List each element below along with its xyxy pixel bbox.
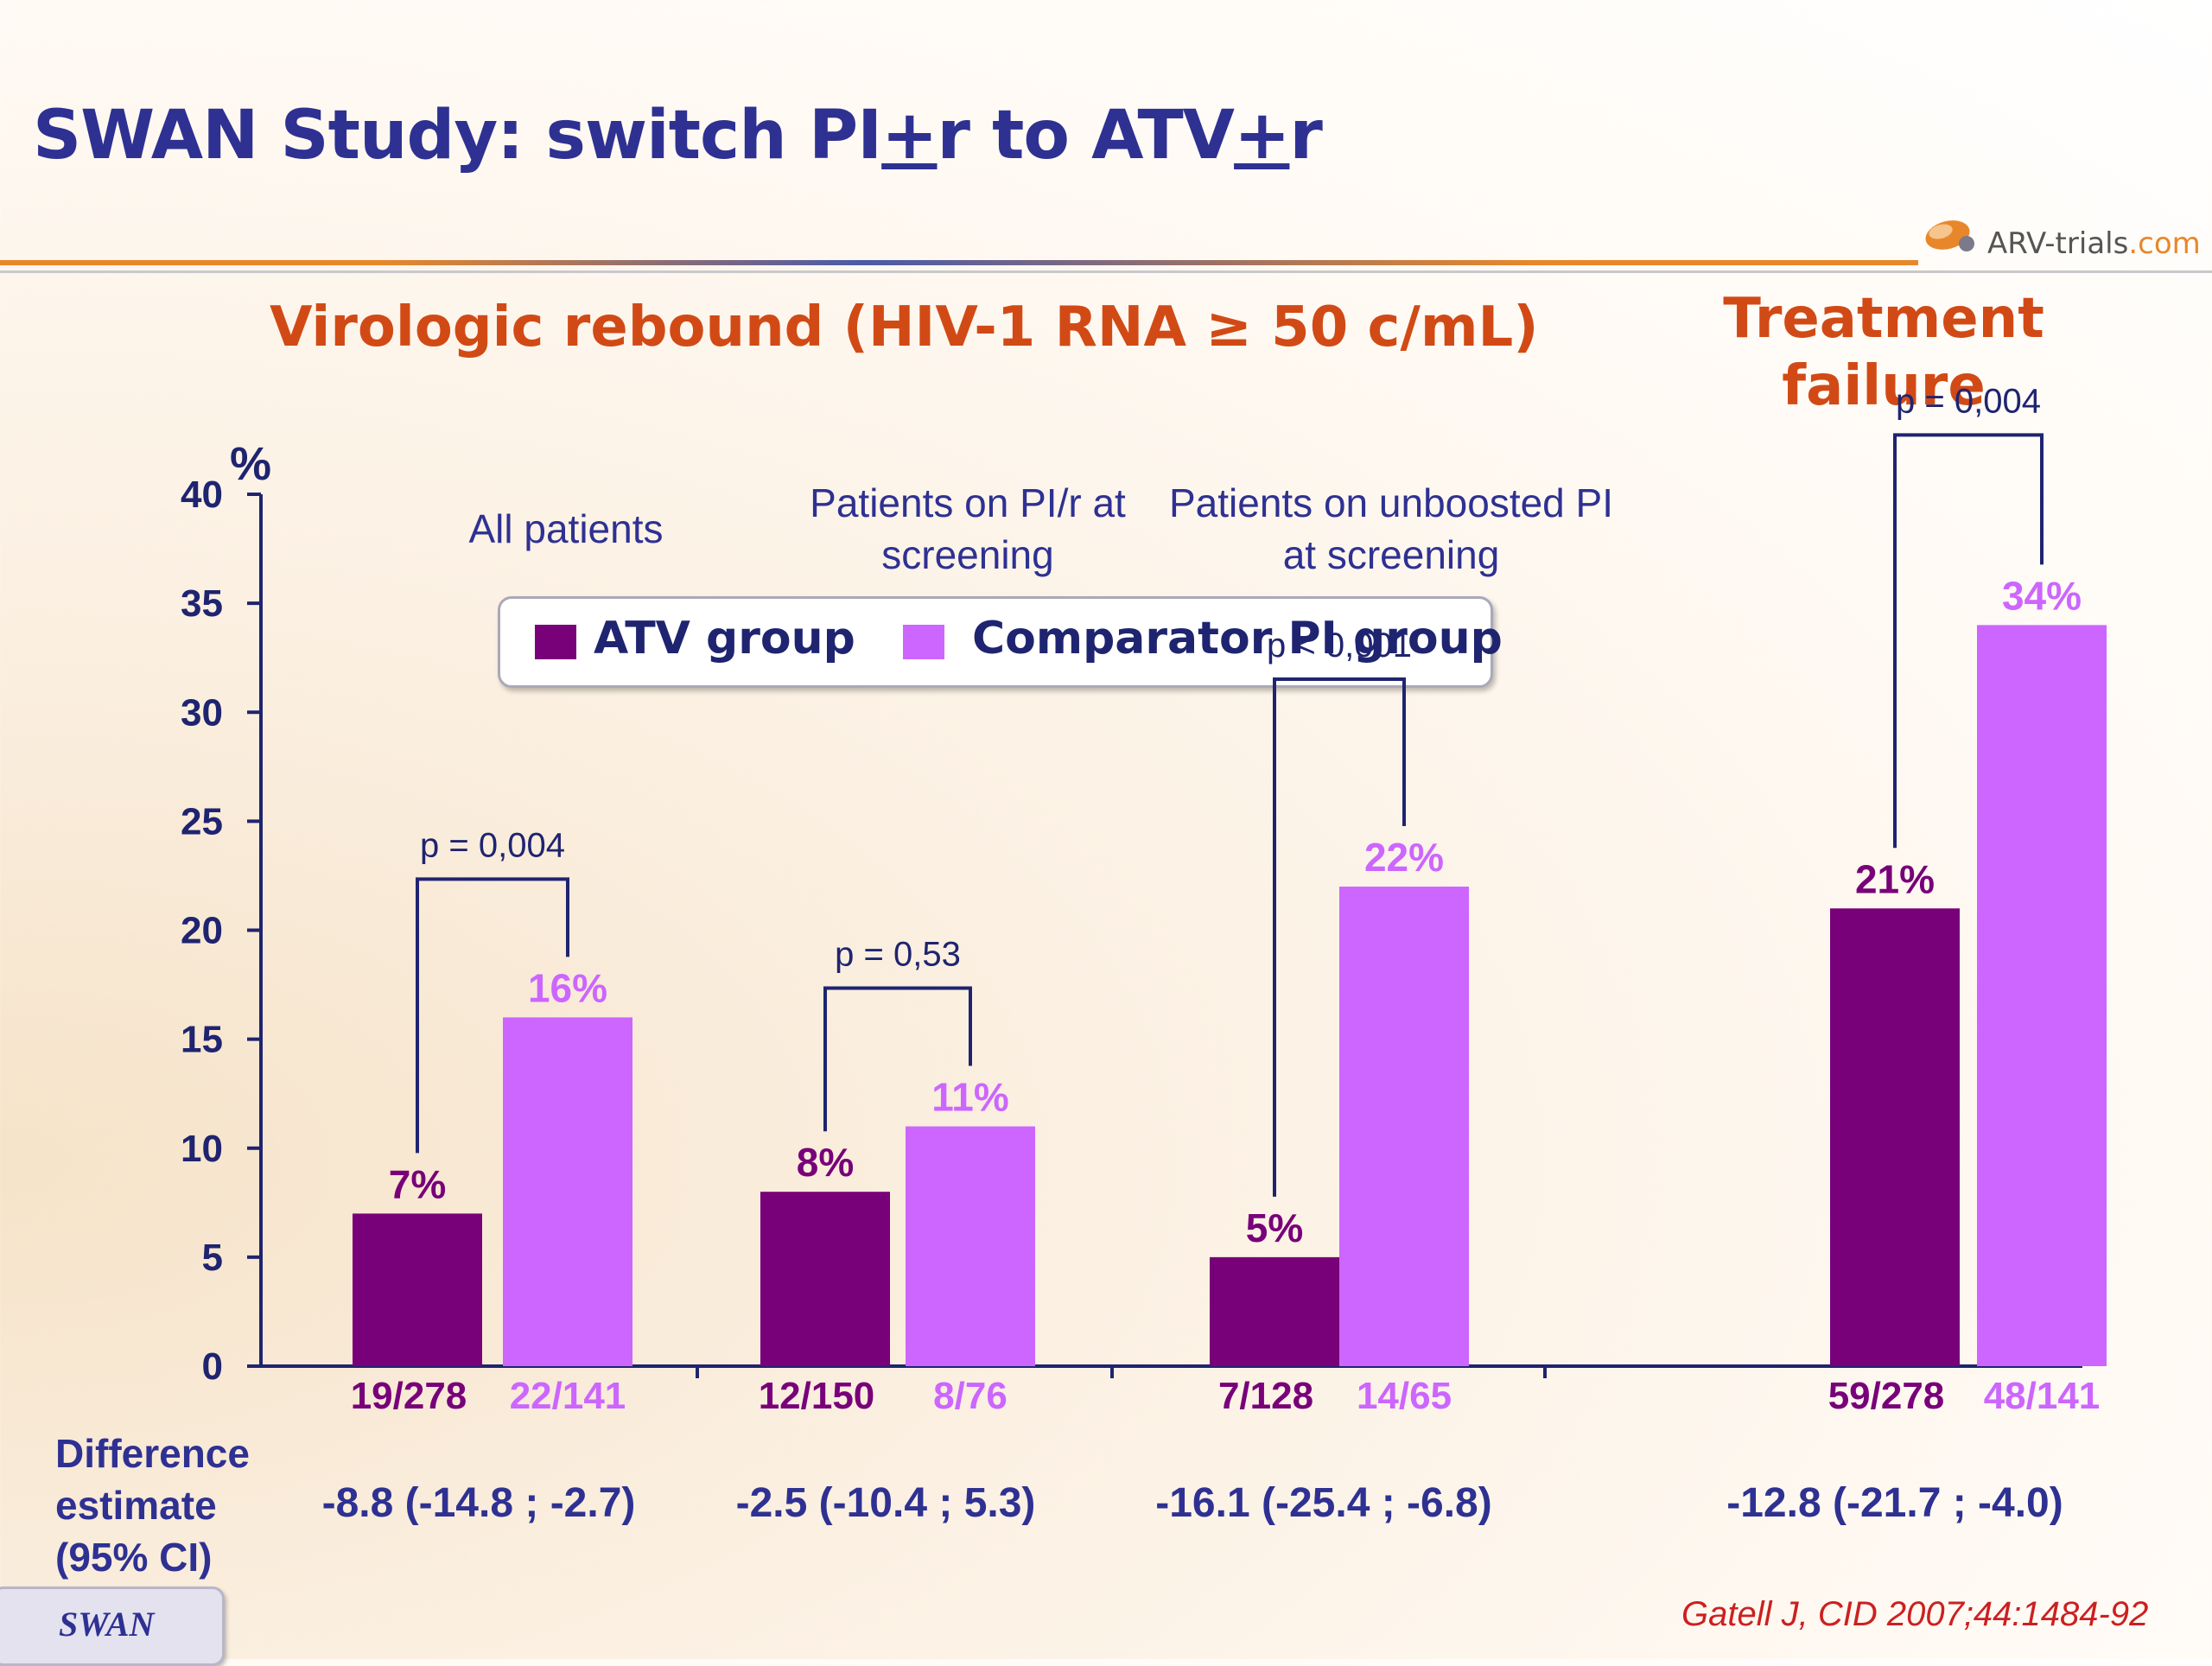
y-tick-label: 20 bbox=[181, 910, 223, 952]
slide-title: SWAN Study: switch PI+r to ATV+r bbox=[33, 97, 1323, 175]
footer-label: SWAN bbox=[59, 1605, 155, 1644]
data-label: 22% bbox=[1364, 835, 1444, 880]
difference-value: -8.8 (-14.8 ; -2.7) bbox=[321, 1480, 636, 1526]
y-axis-label: % bbox=[230, 438, 271, 490]
difference-label: Difference estimate (95% CI) bbox=[55, 1431, 250, 1580]
count-label: 19/278 bbox=[351, 1375, 467, 1417]
group-label-pir: Patients on PI/r at screening bbox=[810, 480, 1126, 577]
y-tick-label: 30 bbox=[181, 691, 223, 734]
p-value-label: p = 0,004 bbox=[420, 826, 565, 864]
y-tick-label: 0 bbox=[202, 1345, 223, 1388]
bar bbox=[503, 1017, 632, 1366]
y-tick-label: 40 bbox=[181, 474, 223, 516]
bar bbox=[906, 1126, 1035, 1366]
difference-value: -12.8 (-21.7 ; -4.0) bbox=[1726, 1480, 2063, 1526]
y-tick-label: 15 bbox=[181, 1019, 223, 1061]
data-label: 16% bbox=[528, 965, 607, 1010]
count-label: 12/150 bbox=[759, 1375, 875, 1417]
group-label-unboosted: Patients on unboosted PI at screening bbox=[1168, 480, 1614, 577]
legend-swatch-atv bbox=[535, 625, 576, 659]
bar bbox=[1210, 1256, 1339, 1366]
bar bbox=[1977, 625, 2107, 1366]
y-tick-label: 10 bbox=[181, 1128, 223, 1170]
y-tick-label: 35 bbox=[181, 582, 223, 625]
bar bbox=[353, 1213, 482, 1366]
bar bbox=[1830, 908, 1960, 1366]
treatment-failure-title: Treatment failure bbox=[1723, 287, 2044, 418]
legend-swatch-comparator bbox=[903, 625, 944, 659]
data-label: 21% bbox=[1855, 856, 1935, 901]
bar bbox=[760, 1192, 890, 1366]
logo: ARV-trials.com bbox=[1987, 226, 2201, 261]
p-value-label: p < 0,001 bbox=[1267, 626, 1412, 664]
header-rule bbox=[0, 260, 1918, 265]
y-tick-label: 5 bbox=[202, 1237, 223, 1279]
p-value-label: p = 0,004 bbox=[1896, 382, 2041, 420]
count-label: 59/278 bbox=[1828, 1375, 1945, 1417]
data-label: 7% bbox=[389, 1161, 446, 1206]
data-label: 8% bbox=[797, 1140, 854, 1185]
y-tick-label: 25 bbox=[181, 800, 223, 843]
data-label: 5% bbox=[1246, 1205, 1303, 1250]
count-label: 7/128 bbox=[1218, 1375, 1313, 1417]
p-value-bracket bbox=[416, 877, 569, 1154]
bar bbox=[1339, 887, 1469, 1366]
p-value-bracket bbox=[1893, 433, 2044, 849]
p-value-label: p = 0,53 bbox=[835, 936, 961, 974]
citation: Gatell J, CID 2007;44:1484-92 bbox=[1681, 1595, 2149, 1633]
count-label: 22/141 bbox=[510, 1375, 626, 1417]
legend-label-comparator: Comparator PI group bbox=[972, 613, 1503, 664]
data-label: 34% bbox=[2002, 573, 2082, 618]
count-label: 8/76 bbox=[933, 1375, 1007, 1417]
difference-value: -2.5 (-10.4 ; 5.3) bbox=[735, 1480, 1036, 1526]
virologic-rebound-title: Virologic rebound (HIV-1 RNA ≥ 50 c/mL) bbox=[270, 296, 1539, 359]
chart-legend: ATV group Comparator PI group bbox=[498, 596, 1503, 688]
header-rule-secondary bbox=[0, 270, 2212, 273]
logo-icon bbox=[1925, 220, 1974, 251]
count-label: 48/141 bbox=[1984, 1375, 2101, 1417]
data-label: 11% bbox=[931, 1075, 1009, 1120]
count-label: 14/65 bbox=[1357, 1375, 1452, 1417]
p-value-bracket bbox=[1273, 677, 1406, 1197]
difference-value: -16.1 (-25.4 ; -6.8) bbox=[1155, 1480, 1492, 1526]
p-value-bracket bbox=[823, 986, 972, 1132]
group-label-all: All patients bbox=[468, 506, 664, 551]
legend-label-atv: ATV group bbox=[594, 613, 855, 664]
